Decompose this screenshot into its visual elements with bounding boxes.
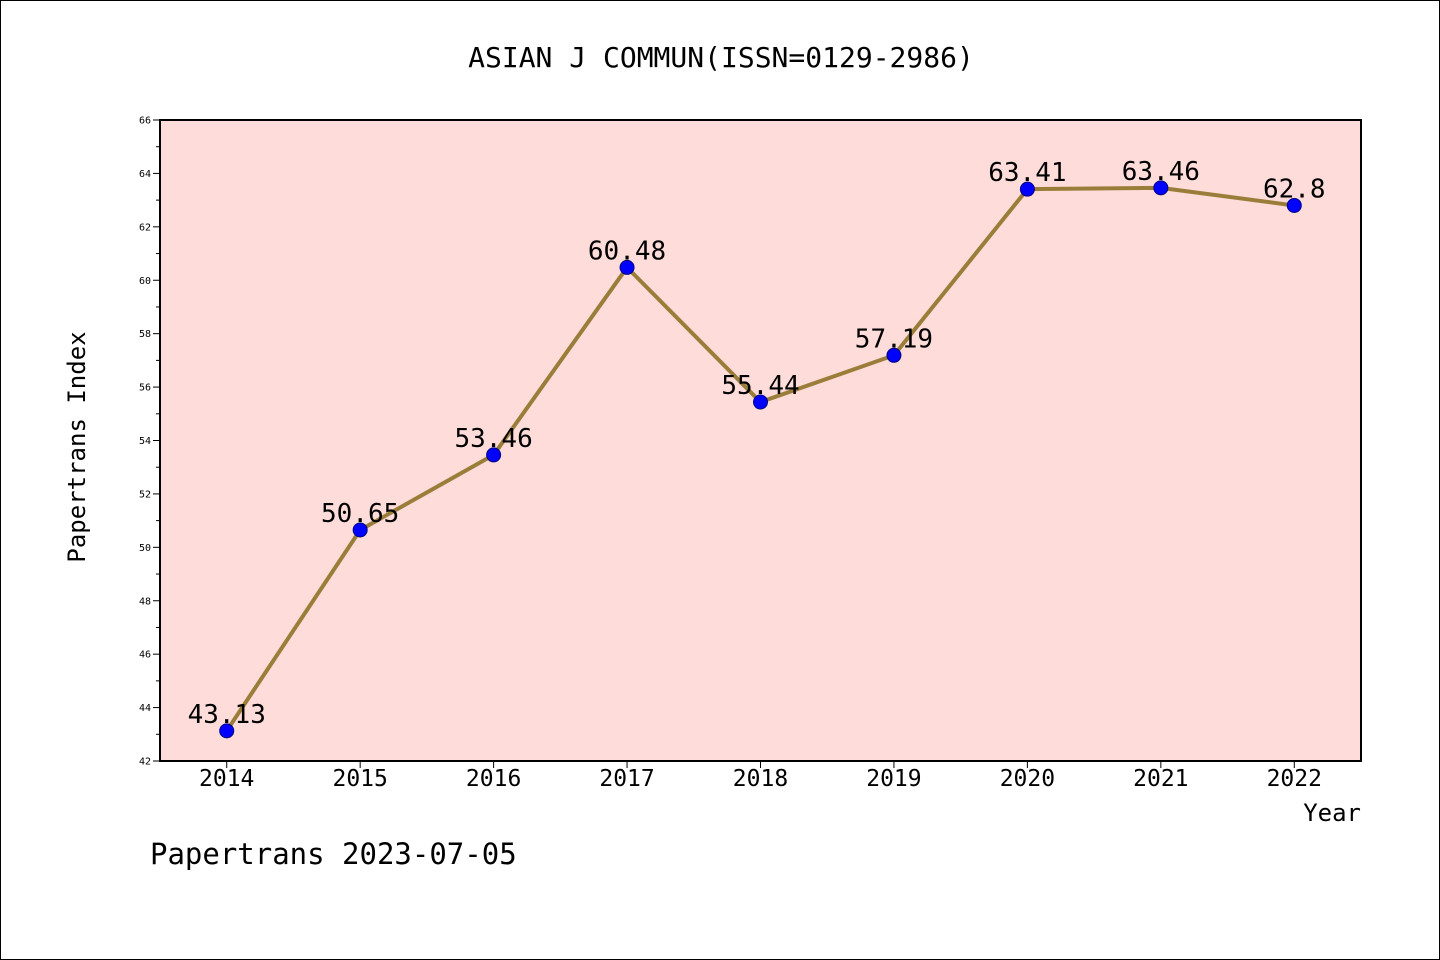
x-tick-label: 2020 [1000, 766, 1055, 792]
y-tick-label: 62 [139, 222, 151, 233]
data-label: 57.19 [855, 324, 933, 354]
y-tick-label: 44 [139, 703, 151, 714]
y-tick-label: 66 [139, 116, 151, 127]
y-tick-label: 58 [139, 329, 151, 340]
y-tick-label: 48 [139, 596, 151, 607]
x-tick-label: 2015 [332, 766, 387, 792]
chart-title: ASIAN J COMMUN(ISSN=0129-2986) [468, 41, 974, 74]
data-point-marker [753, 394, 768, 410]
y-tick-label: 42 [139, 757, 151, 768]
y-tick-label: 64 [139, 169, 151, 180]
data-point-marker [352, 522, 368, 538]
x-tick-label: 2022 [1267, 766, 1322, 792]
x-tick-label: 2018 [733, 766, 788, 792]
data-label: 63.41 [988, 158, 1066, 188]
data-label: 43.13 [188, 700, 266, 730]
y-tick-label: 56 [139, 383, 151, 394]
x-axis-label: Year [1303, 799, 1361, 827]
y-axis-label: Papertrans Index [63, 331, 91, 562]
data-point-marker [1019, 181, 1035, 197]
footer-credit: Papertrans 2023-07-05 [150, 837, 517, 871]
data-point-marker [619, 259, 635, 275]
data-label: 55.44 [721, 371, 799, 401]
x-axis: 2014 2015 2016 2017 2018 2019 2020 2021 2022 [199, 761, 1322, 792]
data-label: 50.65 [321, 499, 399, 529]
data-point-marker [1286, 197, 1302, 213]
y-tick-label: 46 [139, 650, 151, 661]
data-label: 60.48 [588, 236, 666, 266]
x-tick-label: 2017 [599, 766, 654, 792]
x-tick-label: 2021 [1133, 766, 1188, 792]
data-point-marker [486, 447, 502, 463]
data-label: 62.8 [1263, 174, 1326, 204]
plot-frame [159, 119, 1362, 762]
series-line-group [219, 180, 1302, 739]
y-tick-label: 54 [139, 436, 151, 447]
data-label: 63.46 [1122, 157, 1200, 187]
x-tick-label: 2014 [199, 766, 254, 792]
data-point-marker [219, 723, 235, 739]
data-label: 53.46 [454, 424, 532, 454]
x-tick-label: 2016 [466, 766, 521, 792]
y-tick-label: 52 [139, 489, 151, 500]
y-tick-label: 60 [139, 276, 151, 287]
y-tick-label: 50 [139, 543, 151, 554]
data-point-marker [1153, 180, 1169, 196]
plot-area [160, 120, 1361, 761]
data-labels: 43.13 50.65 53.46 60.48 55.44 57.19 63.41 63.46… [188, 157, 1326, 730]
x-tick-label: 2019 [866, 766, 921, 792]
data-point-marker [886, 347, 902, 363]
y-axis: 42 44 46 48 50 52 54 56 58 60 62 64 66 [139, 116, 160, 768]
